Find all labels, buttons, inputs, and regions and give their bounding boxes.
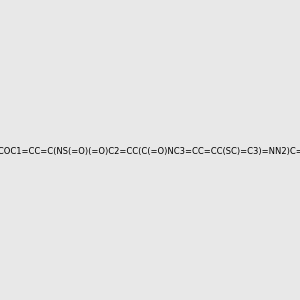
Text: CCOC1=CC=C(NS(=O)(=O)C2=CC(C(=O)NC3=CC=CC(SC)=C3)=NN2)C=C1: CCOC1=CC=C(NS(=O)(=O)C2=CC(C(=O)NC3=CC=C… — [0, 147, 300, 156]
